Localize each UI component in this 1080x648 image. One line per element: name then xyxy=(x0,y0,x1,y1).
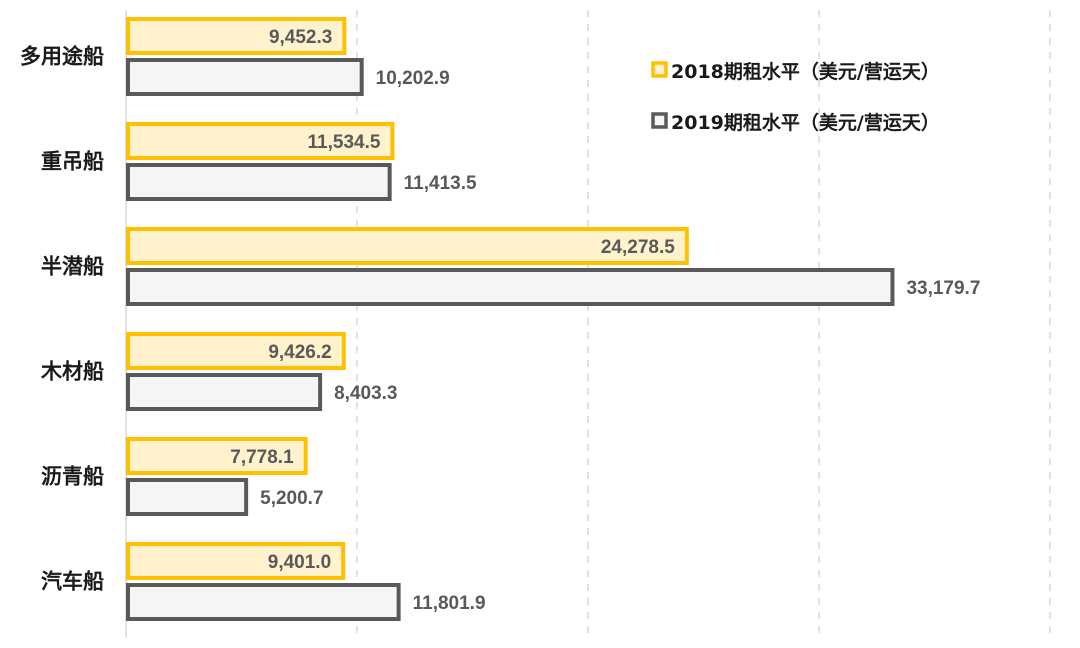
value-label-2018-2: 24,278.5 xyxy=(601,237,675,258)
bar-2019-4[interactable] xyxy=(126,478,249,516)
bar-2018-0[interactable] xyxy=(126,17,347,55)
value-labels: 9,452.3 10,202.9 11,534.5 11,413.5 24,278.5 3… xyxy=(230,27,980,614)
value-label-2018-5: 9,401.0 xyxy=(268,552,331,573)
legend: 2018期租水平（美元/营运天） 2019期租水平（美元/营运天） xyxy=(651,60,940,134)
category-label-2: 半潜船 xyxy=(41,255,104,279)
bar-2018-5[interactable] xyxy=(126,542,346,580)
value-label-2018-1: 11,534.5 xyxy=(308,132,381,153)
bar-2018-4[interactable] xyxy=(126,437,308,475)
legend-swatch-2018 xyxy=(651,61,668,78)
bar-2019-0[interactable] xyxy=(126,58,364,96)
value-label-2018-4: 7,778.1 xyxy=(230,447,294,468)
gridlines xyxy=(356,10,1051,638)
category-label-3: 木材船 xyxy=(40,360,104,384)
bar-2018-2[interactable] xyxy=(126,227,689,265)
legend-item-2018[interactable]: 2018期租水平（美元/营运天） xyxy=(651,60,940,83)
value-label-2019-0: 10,202.9 xyxy=(376,68,450,89)
value-label-2018-0: 9,452.3 xyxy=(269,27,332,48)
bar-2019-2[interactable] xyxy=(126,268,895,306)
legend-label-2018: 2018期租水平（美元/营运天） xyxy=(671,60,940,83)
bar-2018-1[interactable] xyxy=(126,122,395,160)
legend-swatch-2019 xyxy=(651,112,668,129)
value-label-2019-1: 11,413.5 xyxy=(404,173,477,194)
value-label-2019-3: 8,403.3 xyxy=(334,383,397,404)
category-label-5: 汽车船 xyxy=(41,570,104,594)
category-label-4: 沥青船 xyxy=(41,465,104,489)
bar-2019-1[interactable] xyxy=(126,163,392,201)
value-label-2019-2: 33,179.7 xyxy=(906,278,980,299)
value-label-2019-5: 11,801.9 xyxy=(413,593,486,614)
bar-2018-3[interactable] xyxy=(126,332,346,370)
category-label-1: 重吊船 xyxy=(41,150,104,174)
bar-2019-5[interactable] xyxy=(126,583,401,621)
value-label-2018-3: 9,426.2 xyxy=(268,342,331,363)
legend-item-2019[interactable]: 2019期租水平（美元/营运天） xyxy=(651,111,940,134)
category-label-0: 多用途船 xyxy=(20,45,104,69)
bars-group xyxy=(126,17,895,621)
legend-label-2019: 2019期租水平（美元/营运天） xyxy=(671,111,940,134)
value-label-2019-4: 5,200.7 xyxy=(260,488,323,509)
bar-2019-3[interactable] xyxy=(126,373,323,411)
